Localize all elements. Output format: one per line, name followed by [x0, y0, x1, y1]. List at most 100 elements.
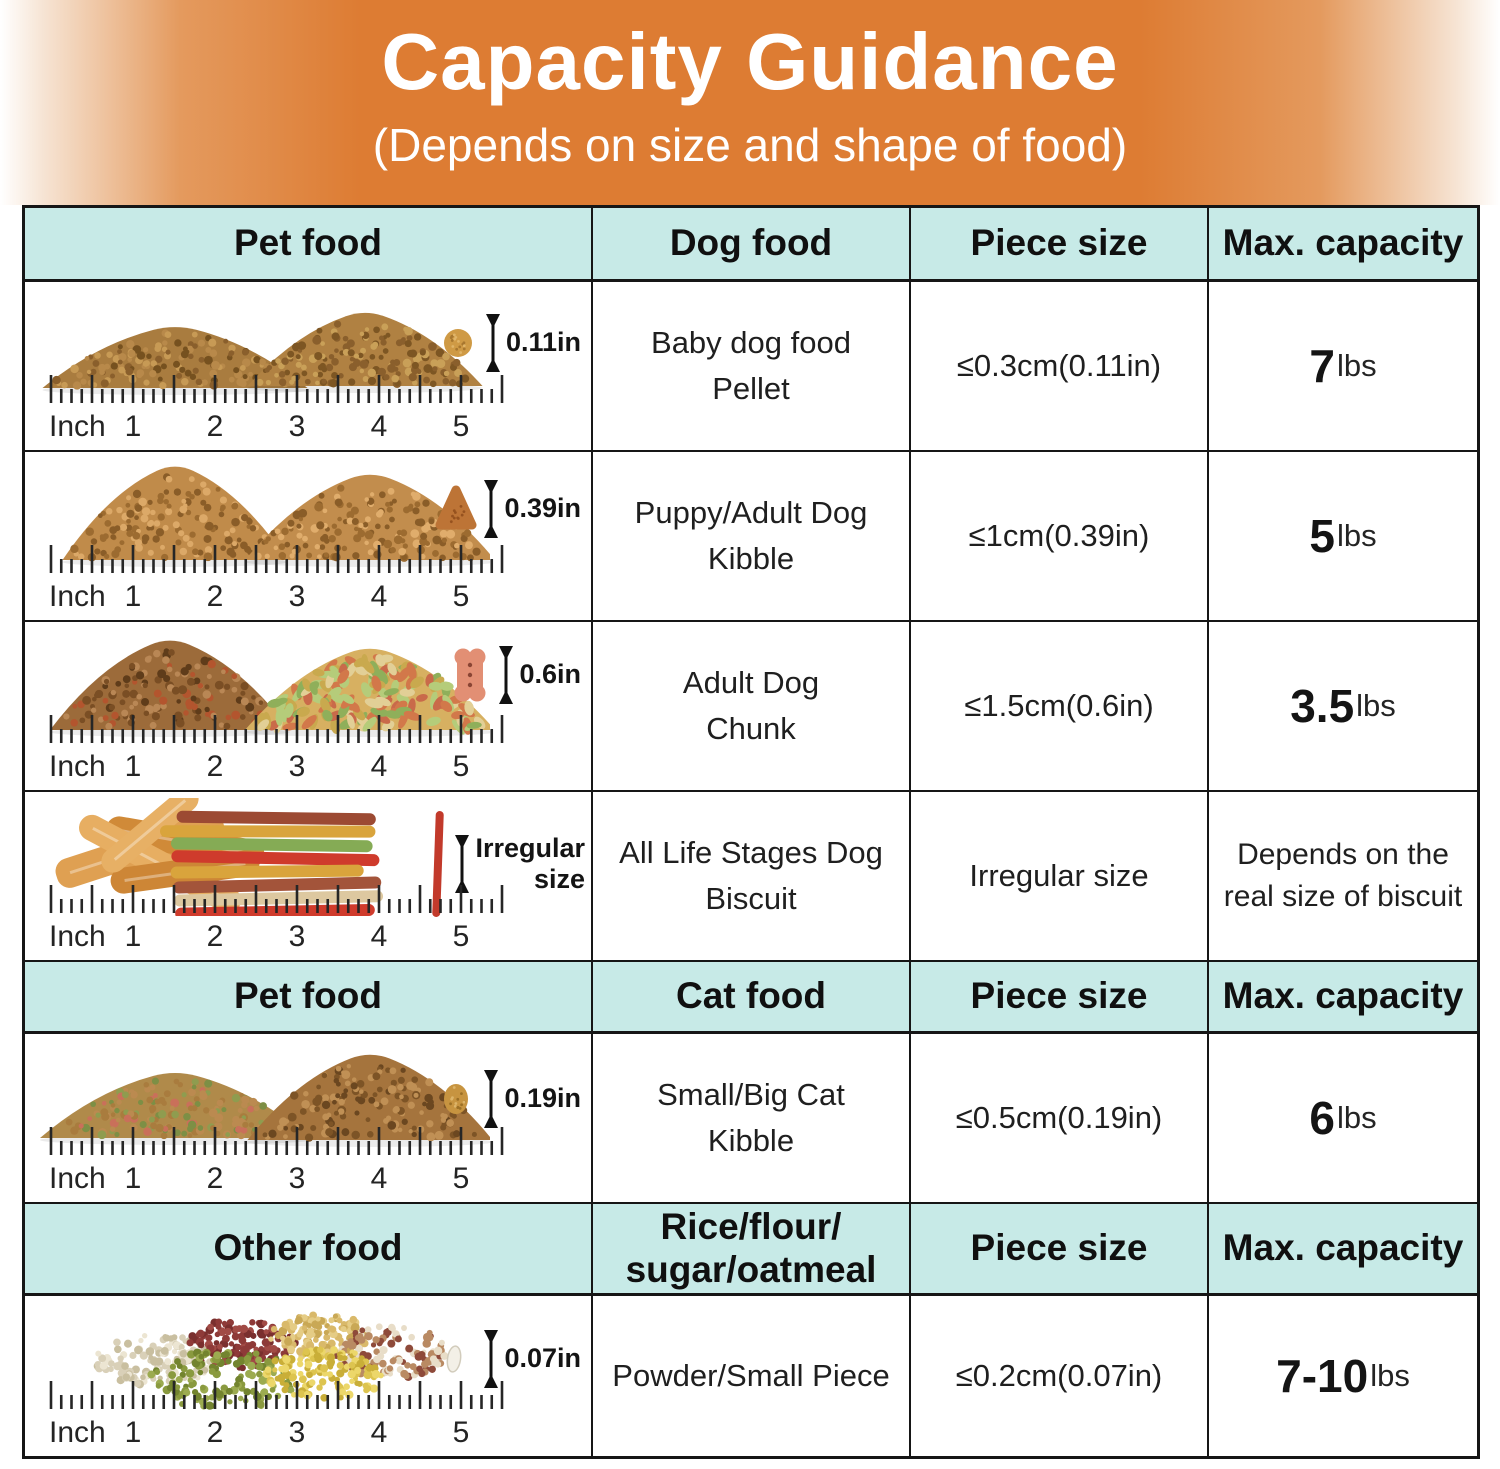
- ruler-number-label: 2: [206, 920, 224, 953]
- ruler-number-label: 5: [452, 750, 470, 783]
- food-name-cell: Baby dog food Pellet: [593, 282, 911, 452]
- max-capacity-cell: 7 lbs: [1209, 282, 1477, 452]
- header-other-food: Other food: [25, 1204, 593, 1296]
- inch-ruler: Inch 1 2 3 4 5: [47, 1379, 509, 1450]
- piece-size-cell: ≤1.5cm(0.6in): [911, 622, 1209, 792]
- ruler-number-label: 3: [288, 1162, 306, 1195]
- capacity-value: 7: [1309, 340, 1335, 392]
- ruler-unit-label: Inch: [49, 1416, 106, 1449]
- ruler-number-label: 5: [452, 1416, 470, 1449]
- food-pile-cell: 0.6in Inch 1 2 3 4 5: [25, 622, 593, 792]
- size-indicator-icon: [484, 1070, 499, 1128]
- capacity-unit: lbs: [1336, 348, 1377, 383]
- ruler-number-label: 1: [124, 580, 142, 613]
- piece-size-cell: ≤0.5cm(0.19in): [911, 1034, 1209, 1204]
- ruler-number-label: 2: [206, 1162, 224, 1195]
- header-piece-size: Piece size: [911, 962, 1209, 1034]
- piece-size-cell: ≤0.3cm(0.11in): [911, 282, 1209, 452]
- header-piece-size: Piece size: [911, 208, 1209, 282]
- page-subtitle: (Depends on size and shape of food): [372, 119, 1128, 171]
- ruler-number-label: 1: [124, 1162, 142, 1195]
- piece-size-cell: ≤0.2cm(0.07in): [911, 1296, 1209, 1456]
- header-max-capacity: Max. capacity: [1209, 1204, 1477, 1296]
- sample-size-label: 0.39in: [504, 493, 581, 524]
- ruler-number-label: 1: [124, 920, 142, 953]
- sample-piece: 0.6in: [447, 646, 581, 704]
- inch-ruler: Inch 1 2 3 4 5: [47, 883, 509, 954]
- banner: Capacity Guidance (Depends on size and s…: [0, 0, 1500, 205]
- sample-piece: 0.19in: [432, 1070, 581, 1128]
- ruler-number-label: 4: [370, 920, 388, 953]
- ruler-unit-label: Inch: [49, 580, 106, 613]
- sample-piece: 0.07in: [432, 1330, 581, 1388]
- ruler-unit-label: Inch: [49, 410, 106, 443]
- max-capacity-cell: 5 lbs: [1209, 452, 1477, 622]
- food-name-cell: Small/Big Cat Kibble: [593, 1034, 911, 1204]
- piece-size-cell: ≤1cm(0.39in): [911, 452, 1209, 622]
- food-pile-cell: 0.11in Inch 1 2 3 4 5: [25, 282, 593, 452]
- food-pile-image: [50, 640, 490, 737]
- ruler-unit-label: Inch: [49, 1162, 106, 1195]
- food-name-cell: All Life Stages Dog Biscuit: [593, 792, 911, 962]
- ruler-number-label: 4: [370, 1162, 388, 1195]
- ruler-number-label: 3: [288, 920, 306, 953]
- food-pile-cell: 0.39in Inch 1 2 3 4 5: [25, 452, 593, 622]
- ruler-number-label: 3: [288, 750, 306, 783]
- size-indicator-icon: [499, 646, 514, 704]
- food-pile-cell: 0.07in Inch 1 2 3 4 5: [25, 1296, 593, 1456]
- food-piece-icon: [432, 811, 445, 917]
- sample-size-label: 0.19in: [504, 1083, 581, 1114]
- food-pile-image: [93, 1311, 449, 1410]
- max-capacity-cell: Depends on the real size of biscuit: [1209, 792, 1477, 962]
- food-piece-icon: [447, 1345, 462, 1373]
- ruler-unit-label: Inch: [49, 920, 106, 953]
- sample-size-label: 0.11in: [505, 327, 581, 358]
- ruler-number-label: 4: [370, 580, 388, 613]
- capacity-value: 3.5: [1290, 680, 1355, 732]
- header-food-type: Rice/flour/sugar/oatmeal: [593, 1204, 911, 1296]
- header-max-capacity: Max. capacity: [1209, 208, 1477, 282]
- size-indicator-icon: [485, 314, 500, 372]
- capacity-value: 6: [1309, 1092, 1335, 1144]
- size-indicator-icon: [484, 1330, 499, 1388]
- capacity-unit: lbs: [1336, 518, 1377, 553]
- ruler-number-label: 5: [452, 920, 470, 953]
- header-piece-size: Piece size: [911, 1204, 1209, 1296]
- page-title: Capacity Guidance: [381, 17, 1119, 106]
- inch-ruler: Inch 1 2 3 4 5: [47, 373, 509, 444]
- ruler-number-label: 3: [288, 410, 306, 443]
- piece-size-cell: Irregular size: [911, 792, 1209, 962]
- food-piece-icon: [435, 485, 477, 530]
- food-piece-icon: [444, 1084, 469, 1114]
- capacity-note: Depends on the real size of biscuit: [1223, 838, 1463, 913]
- ruler-number-label: 4: [370, 750, 388, 783]
- inch-ruler: Inch 1 2 3 4 5: [47, 1125, 509, 1196]
- food-pile-cell: Irregular size Inch 1 2 3 4 5: [25, 792, 593, 962]
- food-name-cell: Adult Dog Chunk: [593, 622, 911, 792]
- inch-ruler: Inch 1 2 3 4 5: [47, 543, 509, 614]
- capacity-value: 7-10: [1276, 1350, 1369, 1402]
- ruler-number-label: 2: [206, 580, 224, 613]
- sample-piece: 0.11in: [434, 314, 581, 372]
- ruler-number-label: 2: [206, 410, 224, 443]
- food-pile-cell: 0.19in Inch 1 2 3 4 5: [25, 1034, 593, 1204]
- ruler-number-label: 5: [452, 580, 470, 613]
- header-pet-food: Pet food: [25, 962, 593, 1034]
- capacity-unit: lbs: [1370, 1358, 1410, 1393]
- sample-piece: 0.39in: [432, 480, 581, 538]
- max-capacity-cell: 3.5 lbs: [1209, 622, 1477, 792]
- ruler-number-label: 4: [370, 1416, 388, 1449]
- ruler-number-label: 3: [288, 1416, 306, 1449]
- max-capacity-cell: 6 lbs: [1209, 1034, 1477, 1204]
- header-food-type: Dog food: [593, 208, 911, 282]
- food-piece-icon: [443, 329, 472, 357]
- capacity-guidance-table: Pet food Dog food Piece size Max. capaci…: [22, 205, 1480, 1459]
- ruler-number-label: 1: [124, 1416, 142, 1449]
- ruler-number-label: 2: [206, 1416, 224, 1449]
- capacity-unit: lbs: [1336, 1100, 1377, 1135]
- size-indicator-icon: [455, 835, 470, 893]
- ruler-number-label: 1: [124, 410, 142, 443]
- ruler-unit-label: Inch: [49, 750, 106, 783]
- ruler-number-label: 3: [288, 580, 306, 613]
- ruler-number-label: 2: [206, 750, 224, 783]
